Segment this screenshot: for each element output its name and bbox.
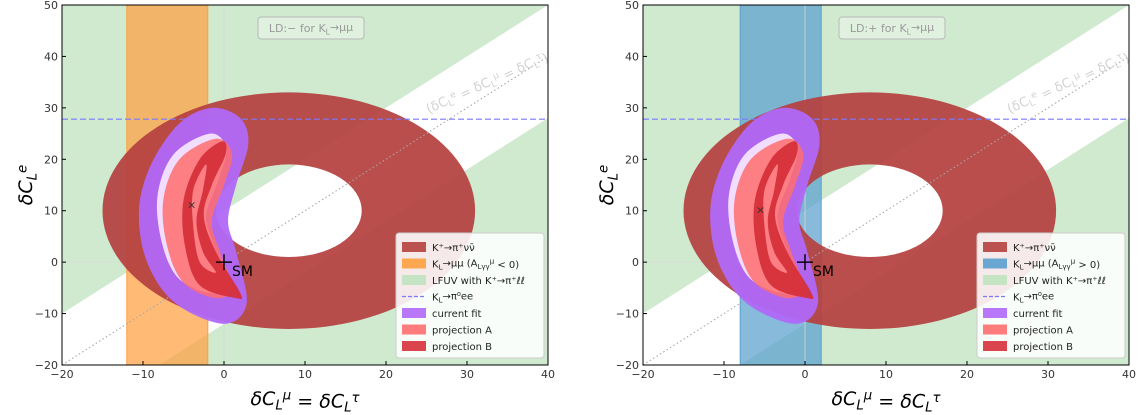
best-fit-marker: × — [187, 199, 196, 212]
y-tick-label: −20 — [616, 359, 639, 372]
y-tick-label: 0 — [632, 256, 639, 269]
legend-label: projection A — [432, 326, 492, 337]
legend-label: projection B — [432, 342, 492, 353]
legend-box — [976, 232, 1126, 359]
x-tick-label: 40 — [541, 368, 555, 381]
legend-swatch — [402, 341, 426, 351]
x-tick-label: 10 — [879, 368, 893, 381]
sm-label: SM — [813, 264, 834, 280]
y-tick-label: 40 — [44, 50, 58, 63]
x-tick-label: 0 — [802, 368, 809, 381]
legend-label: current fit — [1013, 309, 1063, 320]
legend-swatch — [983, 308, 1007, 318]
projection-b-region — [182, 141, 243, 300]
x-tick-label: −10 — [712, 368, 735, 381]
legend-label: LFUV with K⁺→π⁺ℓℓ — [1013, 276, 1106, 287]
y-tick-label: 30 — [625, 102, 639, 115]
legend-swatch — [402, 324, 426, 335]
legend-swatch — [402, 242, 426, 252]
legend-label: projection B — [1013, 342, 1073, 353]
y-tick-label: 20 — [44, 153, 58, 166]
y-axis-label: δCLe — [596, 165, 621, 206]
legend-label: K⁺→π⁺νν̄ — [1013, 243, 1056, 254]
legend-label: KL→π⁰ee — [1013, 292, 1054, 305]
x-tick-label: 30 — [1041, 368, 1055, 381]
y-tick-label: −10 — [35, 308, 58, 321]
x-tick-label: 10 — [298, 368, 312, 381]
projection-b-region — [753, 141, 814, 300]
y-tick-label: 10 — [625, 205, 639, 218]
y-axis-label: δCLe — [15, 165, 40, 206]
y-tick-label: −10 — [616, 308, 639, 321]
y-tick-label: 20 — [625, 153, 639, 166]
x-axis-label: δCLμ = δCLτ — [831, 388, 941, 415]
best-fit-marker: × — [756, 204, 765, 217]
x-tick-label: 0 — [221, 368, 228, 381]
legend-swatch — [402, 258, 426, 269]
ld-label: LD:+ for KL→μμ — [850, 21, 934, 37]
legend: K⁺→π⁺νν̄ KL→μμ (ALγγμ < 0) LFUV with K⁺→π⁺… — [395, 232, 545, 359]
legend-label: projection A — [1013, 326, 1073, 337]
x-tick-label: −10 — [131, 368, 154, 381]
x-tick-label: −20 — [50, 368, 73, 381]
legend-swatch — [983, 242, 1007, 252]
legend-swatch — [983, 258, 1007, 269]
sm-label: SM — [232, 264, 253, 280]
ld-label-box — [257, 16, 365, 40]
legend-label: LFUV with K⁺→π⁺ℓℓ — [432, 276, 525, 287]
y-tick-label: 50 — [625, 0, 639, 12]
legend-label: K⁺→π⁺νν̄ — [432, 243, 475, 254]
x-tick-label: 30 — [460, 368, 474, 381]
legend-swatch — [983, 275, 1007, 285]
x-tick-label: 40 — [1122, 368, 1136, 381]
legend-label: KL→μμ (ALγγμ > 0) — [1013, 258, 1100, 272]
legend: K⁺→π⁺νν̄ KL→μμ (ALγγμ > 0) LFUV with K⁺→π⁺… — [976, 232, 1126, 359]
legend-swatch — [983, 341, 1007, 351]
legend-box — [395, 232, 545, 359]
x-tick-label: 20 — [379, 368, 393, 381]
ld-label: LD:− for KL→μμ — [269, 21, 353, 37]
y-tick-label: −20 — [35, 359, 58, 372]
ld-label-box — [838, 16, 946, 40]
legend-label: KL→μμ (ALγγμ < 0) — [432, 258, 519, 272]
legend-label: KL→π⁰ee — [432, 292, 473, 305]
legend-swatch — [402, 275, 426, 285]
x-axis-label: δCLμ = δCLτ — [250, 388, 360, 415]
y-tick-label: 50 — [44, 0, 58, 12]
legend-swatch — [402, 308, 426, 318]
y-tick-label: 30 — [44, 102, 58, 115]
legend-swatch — [983, 324, 1007, 335]
y-tick-label: 0 — [51, 256, 58, 269]
y-tick-label: 40 — [625, 50, 639, 63]
x-tick-label: −20 — [631, 368, 654, 381]
x-tick-label: 20 — [960, 368, 974, 381]
legend-label: current fit — [432, 309, 482, 320]
y-tick-label: 10 — [44, 205, 58, 218]
